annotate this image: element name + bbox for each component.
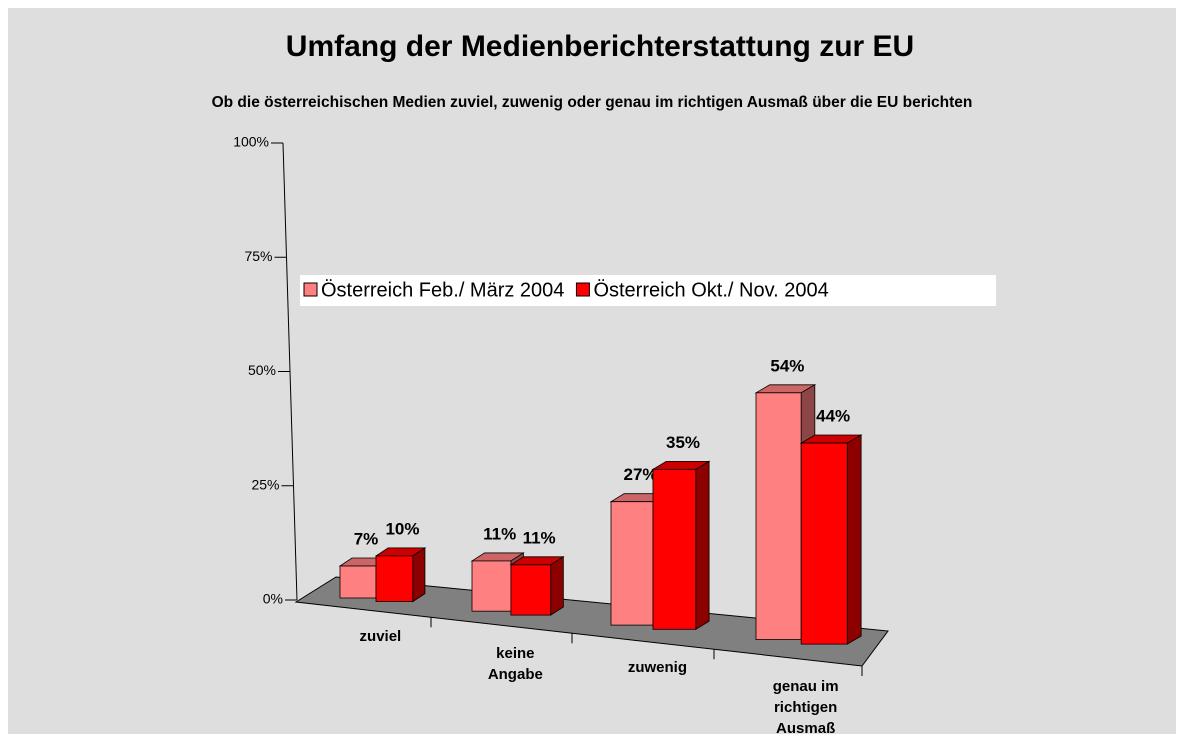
floor <box>294 576 889 667</box>
data-label: 11% <box>483 524 516 543</box>
legend-swatch <box>575 282 590 297</box>
data-label: 11% <box>523 528 556 547</box>
bar <box>471 560 512 612</box>
x-tick-label: zuwenig <box>627 659 687 676</box>
bar-side <box>695 460 710 631</box>
legend-label: Österreich Okt./ Nov. 2004 <box>593 279 828 301</box>
y-tick-label: 50% <box>248 362 276 378</box>
x-tick-label: zuviel <box>359 628 402 645</box>
bar-side <box>412 547 426 603</box>
data-label: 10% <box>385 519 419 538</box>
chart-subtitle: Ob die österreichischen Medien zuviel, z… <box>212 94 973 111</box>
bar-side <box>550 556 564 616</box>
x-tick-label: genau im richtigen Ausmaß <box>772 678 839 737</box>
x-tick-label: keine Angabe <box>487 645 543 683</box>
y-tick-label: 75% <box>244 248 272 264</box>
bar <box>610 501 654 626</box>
legend-swatch <box>303 282 318 297</box>
chart-title: Umfang der Medienberichterstattung zur E… <box>286 30 914 63</box>
data-label: 27% <box>624 465 658 484</box>
bar <box>652 468 697 630</box>
bar <box>755 392 802 641</box>
legend-label: Österreich Feb./ März 2004 <box>321 279 564 301</box>
y-tick-label: 0% <box>263 591 283 607</box>
bar <box>800 442 848 645</box>
data-label: 44% <box>816 407 850 426</box>
legend <box>300 275 996 306</box>
bar <box>375 555 414 603</box>
data-label: 54% <box>770 356 804 375</box>
bar <box>510 564 552 616</box>
data-label: 7% <box>354 529 379 548</box>
bar <box>339 565 377 599</box>
y-tick-label: 25% <box>251 476 279 492</box>
bar-side <box>846 434 862 645</box>
y-tick-label: 100% <box>233 134 269 150</box>
data-label: 35% <box>666 433 700 452</box>
